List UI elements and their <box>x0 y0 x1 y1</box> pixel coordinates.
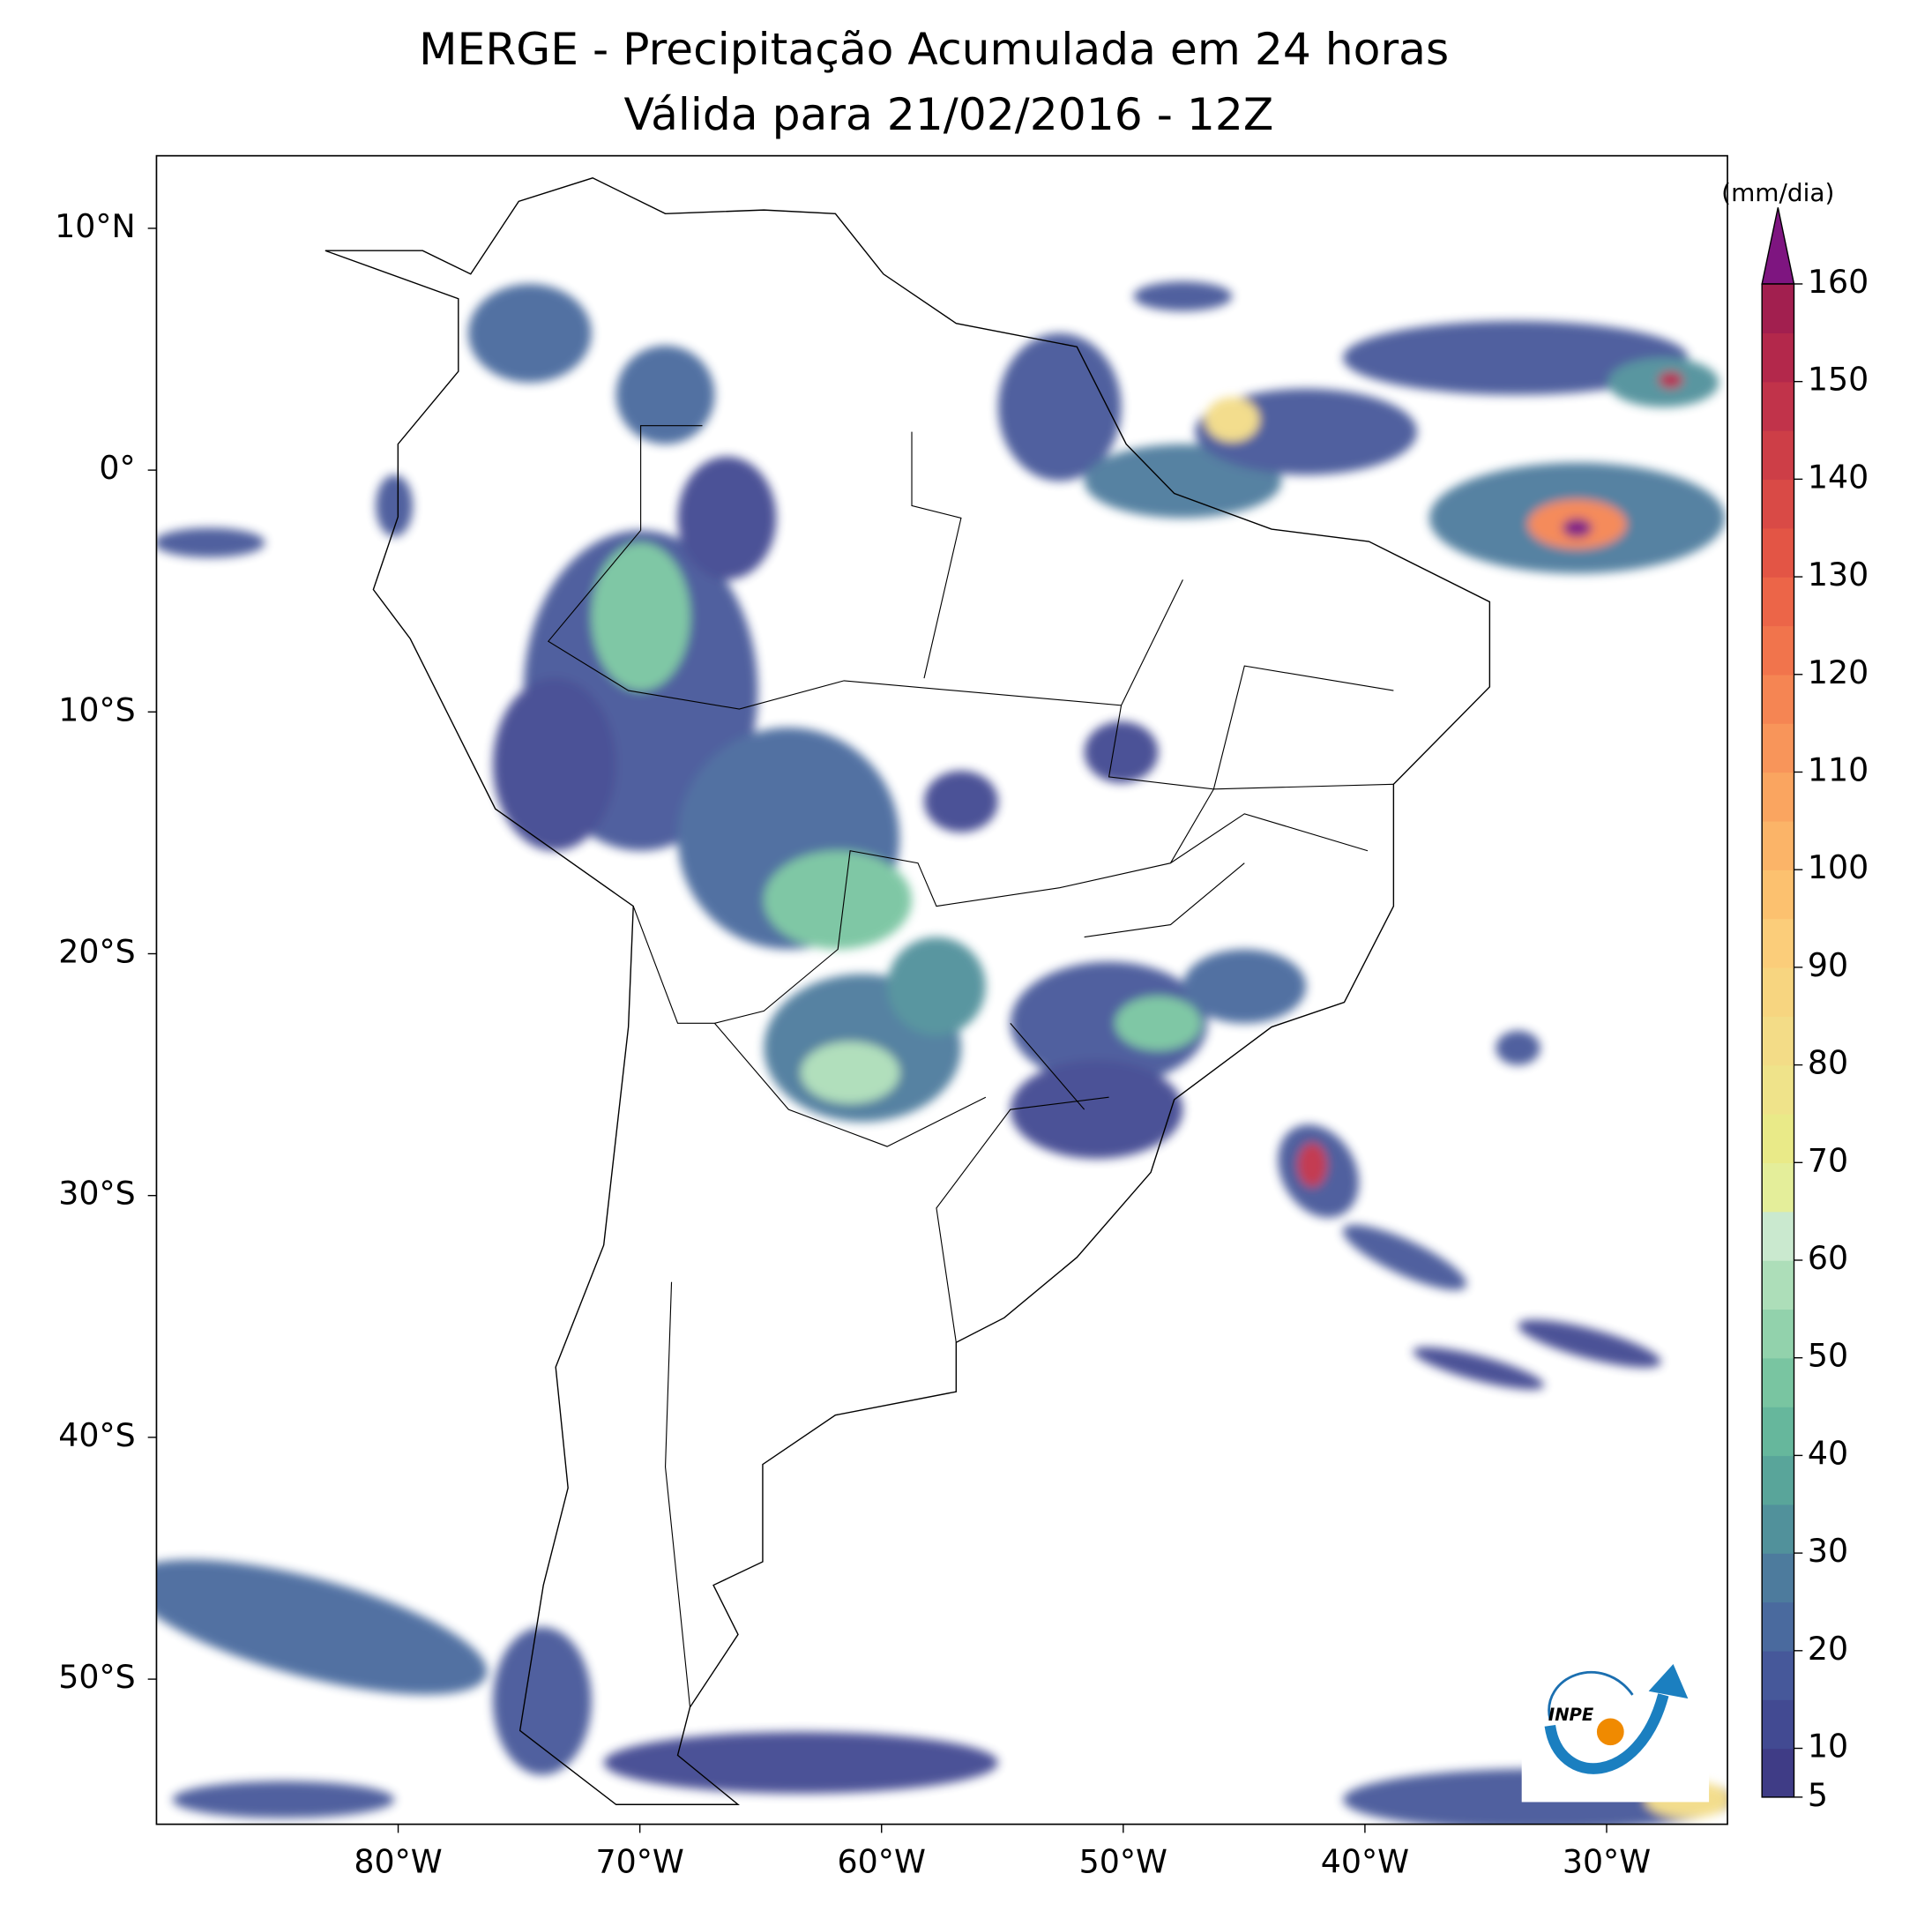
map-frame <box>155 154 1728 1825</box>
colorbar-segment <box>1762 1064 1794 1115</box>
colorbar-segment <box>1762 820 1794 870</box>
y-tick-label: 10°N <box>55 207 136 245</box>
colorbar-segment <box>1762 1504 1794 1554</box>
colorbar-tick-label: 50 <box>1808 1337 1848 1375</box>
colorbar-segment <box>1762 1601 1794 1652</box>
colorbar-segment <box>1762 674 1794 724</box>
colorbar-tick-label: 30 <box>1808 1532 1848 1570</box>
colorbar-segment <box>1762 625 1794 676</box>
colorbar-segment <box>1762 1357 1794 1407</box>
colorbar-tick-label: 40 <box>1808 1434 1848 1472</box>
title: MERGE - Precipitação Acumulada em 24 hor… <box>419 23 1449 75</box>
logo-arrow <box>1648 1663 1689 1699</box>
colorbar-segment <box>1762 430 1794 481</box>
y-tick-label: 10°S <box>58 690 135 728</box>
map-area <box>156 177 1728 1825</box>
colorbar-segment <box>1762 918 1794 968</box>
colorbar-segment <box>1762 1113 1794 1163</box>
colorbar-tick-label: 100 <box>1808 848 1869 886</box>
colorbar-segment <box>1762 1553 1794 1603</box>
y-tick-label: 30°S <box>58 1175 135 1213</box>
colorbar-tick-label: 150 <box>1808 361 1869 399</box>
y-tick-label: 40°S <box>58 1416 135 1454</box>
colorbar-segment <box>1762 1455 1794 1505</box>
colorbar-segment <box>1762 1162 1794 1213</box>
colorbar-segment <box>1762 479 1794 529</box>
x-tick-label: 70°W <box>595 1842 683 1880</box>
colorbar-segment <box>1762 723 1794 773</box>
logo-text: INPE <box>1548 1705 1594 1725</box>
colorbar-tick-label: 110 <box>1808 750 1869 788</box>
colorbar-segment <box>1762 772 1794 822</box>
y-tick-label: 20°S <box>58 932 135 970</box>
borders <box>547 425 1394 1707</box>
colorbar-segment <box>1762 283 1794 334</box>
colorbar-segment <box>1762 1650 1794 1700</box>
colorbar-tick-label: 20 <box>1808 1630 1848 1668</box>
precipitation <box>156 281 1728 1825</box>
colorbar-label: (mm/dia) <box>1721 178 1834 207</box>
colorbar-tick-label: 60 <box>1808 1239 1848 1277</box>
x-tick-label: 50°W <box>1079 1842 1167 1880</box>
logo-orbit <box>1548 1670 1634 1721</box>
colorbar-tick-label: 70 <box>1808 1141 1848 1179</box>
colorbar-segment <box>1762 967 1794 1017</box>
logo-sun <box>1596 1718 1624 1746</box>
logo-arc <box>1544 1693 1669 1774</box>
x-tick-label: 30°W <box>1563 1842 1651 1880</box>
colorbar-segment <box>1762 527 1794 578</box>
colorbar-tick-label: 5 <box>1808 1776 1828 1814</box>
colorbar-segment <box>1762 332 1794 383</box>
colorbar-segment <box>1762 1016 1794 1066</box>
colorbar-tick-label: 10 <box>1808 1728 1848 1765</box>
colorbar-tick-label: 80 <box>1808 1044 1848 1082</box>
colorbar-segment <box>1762 1211 1794 1261</box>
colorbar-extend <box>1761 207 1795 285</box>
y-tick-label: 50°S <box>58 1658 135 1696</box>
colorbar-segment <box>1762 870 1794 920</box>
y-tick-label: 0° <box>99 449 135 487</box>
colorbar-tick-label: 90 <box>1808 946 1848 984</box>
x-tick-label: 60°W <box>838 1842 926 1880</box>
colorbar-segment <box>1762 381 1794 431</box>
x-tick-label: 80°W <box>354 1842 442 1880</box>
x-tick-label: 40°W <box>1321 1842 1409 1880</box>
colorbar-segment <box>1762 1699 1794 1750</box>
subtitle: Válida para 21/02/2016 - 12Z <box>624 88 1274 140</box>
colorbar-tick-label: 130 <box>1808 556 1869 593</box>
colorbar-tick-label: 140 <box>1808 458 1869 496</box>
colorbar-frame <box>1761 283 1795 1798</box>
colorbar-tick-label: 160 <box>1808 263 1869 301</box>
colorbar-segment <box>1762 1407 1794 1457</box>
colorbar-segment <box>1762 577 1794 627</box>
colorbar-segment <box>1762 1309 1794 1359</box>
logo: INPE <box>1521 1657 1710 1803</box>
colorbar-tick-label: 120 <box>1808 653 1869 691</box>
colorbar-segment <box>1762 1259 1794 1310</box>
colorbar-segment <box>1762 1748 1794 1798</box>
